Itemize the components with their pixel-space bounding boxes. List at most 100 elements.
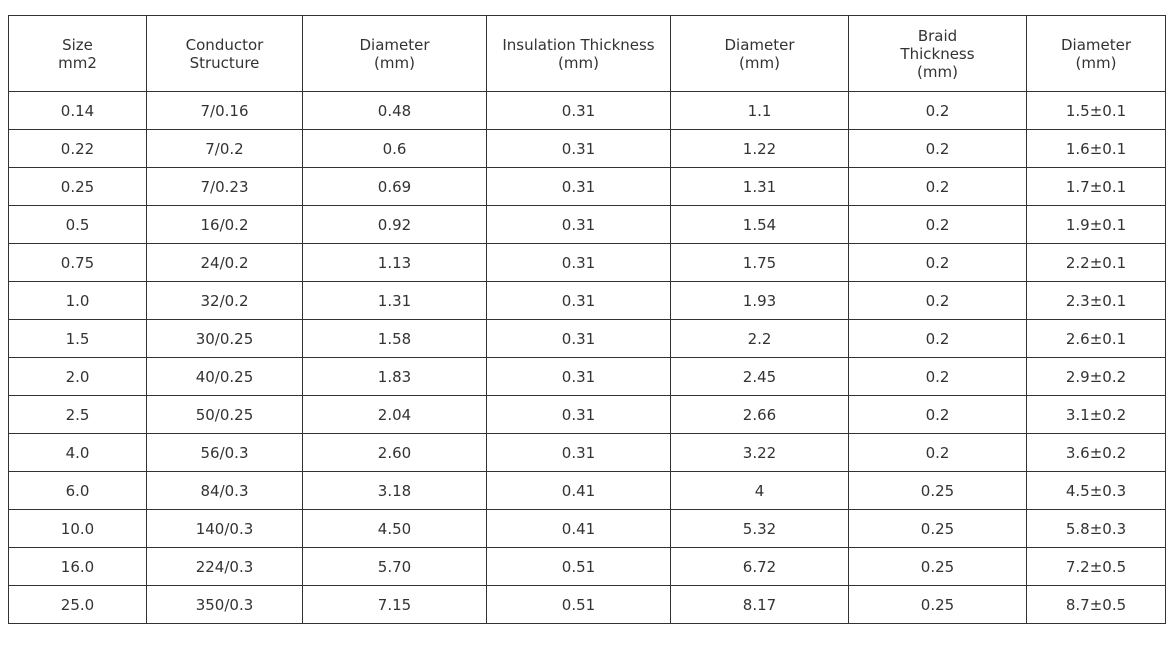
table-cell: 3.18 xyxy=(302,471,487,510)
table-cell: 0.31 xyxy=(486,167,671,206)
table-cell: 1.31 xyxy=(670,167,849,206)
table-cell: 2.2±0.1 xyxy=(1026,243,1166,282)
table-cell: 1.83 xyxy=(302,357,487,396)
table-header: Size mm2 Conductor Structure Diameter (mm) Ins… xyxy=(8,15,1166,92)
table-cell: 1.22 xyxy=(670,129,849,168)
table-cell: 7/0.16 xyxy=(146,91,303,130)
table-cell: 32/0.2 xyxy=(146,281,303,320)
header-row: Size mm2 Conductor Structure Diameter (mm) Ins… xyxy=(8,15,1166,92)
table-cell: 7.15 xyxy=(302,585,487,624)
table-cell: 2.04 xyxy=(302,395,487,434)
table-cell: 0.2 xyxy=(848,243,1027,282)
header-conductor-structure: Conductor Structure xyxy=(146,15,303,92)
table-cell: 8.7±0.5 xyxy=(1026,585,1166,624)
header-label-line: Insulation Thickness xyxy=(502,35,655,54)
table-cell: 0.2 xyxy=(848,357,1027,396)
table-cell: 4.50 xyxy=(302,509,487,548)
table-cell: 0.31 xyxy=(486,205,671,244)
table-cell: 2.9±0.2 xyxy=(1026,357,1166,396)
table-cell: 0.2 xyxy=(848,167,1027,206)
table-cell: 0.31 xyxy=(486,91,671,130)
table-cell: 25.0 xyxy=(8,585,147,624)
table-cell: 4 xyxy=(670,471,849,510)
table-cell: 0.5 xyxy=(8,205,147,244)
table-cell: 0.25 xyxy=(848,509,1027,548)
header-label-line: Size xyxy=(62,35,93,54)
table-cell: 5.70 xyxy=(302,547,487,586)
table-cell: 0.48 xyxy=(302,91,487,130)
header-insulation-thickness: Insulation Thickness (mm) xyxy=(486,15,671,92)
table-cell: 5.8±0.3 xyxy=(1026,509,1166,548)
header-label-line: (mm) xyxy=(374,53,415,72)
table-cell: 4.0 xyxy=(8,433,147,472)
table-cell: 1.5±0.1 xyxy=(1026,91,1166,130)
table-row: 1.5 30/0.25 1.58 0.31 2.2 0.2 2.6±0.1 xyxy=(8,319,1166,358)
table-cell: 1.1 xyxy=(670,91,849,130)
table-cell: 0.51 xyxy=(486,547,671,586)
header-label-line: Thickness xyxy=(900,44,975,63)
table-cell: 0.2 xyxy=(848,129,1027,168)
header-size: Size mm2 xyxy=(8,15,147,92)
table-cell: 140/0.3 xyxy=(146,509,303,548)
table-cell: 10.0 xyxy=(8,509,147,548)
table-row: 1.0 32/0.2 1.31 0.31 1.93 0.2 2.3±0.1 xyxy=(8,281,1166,320)
table-cell: 0.31 xyxy=(486,357,671,396)
table-cell: 6.72 xyxy=(670,547,849,586)
table-cell: 2.3±0.1 xyxy=(1026,281,1166,320)
table-cell: 7/0.2 xyxy=(146,129,303,168)
table-cell: 0.92 xyxy=(302,205,487,244)
table-cell: 1.9±0.1 xyxy=(1026,205,1166,244)
header-label-line: mm2 xyxy=(58,53,97,72)
table-cell: 1.0 xyxy=(8,281,147,320)
table-cell: 1.93 xyxy=(670,281,849,320)
header-conductor-diameter: Diameter (mm) xyxy=(302,15,487,92)
table-row: 10.0 140/0.3 4.50 0.41 5.32 0.25 5.8±0.3 xyxy=(8,509,1166,548)
table-cell: 0.2 xyxy=(848,205,1027,244)
table-cell: 1.58 xyxy=(302,319,487,358)
table-cell: 1.7±0.1 xyxy=(1026,167,1166,206)
table-cell: 2.45 xyxy=(670,357,849,396)
table-cell: 2.66 xyxy=(670,395,849,434)
header-label-line: (mm) xyxy=(739,53,780,72)
header-label-line: (mm) xyxy=(1075,53,1117,72)
table-cell: 0.25 xyxy=(848,471,1027,510)
table-cell: 0.25 xyxy=(8,167,147,206)
table-cell: 0.6 xyxy=(302,129,487,168)
table-cell: 16/0.2 xyxy=(146,205,303,244)
table-cell: 0.25 xyxy=(848,585,1027,624)
table-cell: 0.2 xyxy=(848,281,1027,320)
table-row: 2.5 50/0.25 2.04 0.31 2.66 0.2 3.1±0.2 xyxy=(8,395,1166,434)
table-cell: 0.41 xyxy=(486,509,671,548)
table-cell: 84/0.3 xyxy=(146,471,303,510)
table-cell: 7.2±0.5 xyxy=(1026,547,1166,586)
table-row: 16.0 224/0.3 5.70 0.51 6.72 0.25 7.2±0.5 xyxy=(8,547,1166,586)
table-cell: 30/0.25 xyxy=(146,319,303,358)
header-label-line: Structure xyxy=(189,53,260,72)
table-row: 0.14 7/0.16 0.48 0.31 1.1 0.2 1.5±0.1 xyxy=(8,91,1166,130)
header-label-line: Braid xyxy=(917,26,958,45)
table-cell: 50/0.25 xyxy=(146,395,303,434)
table-cell: 56/0.3 xyxy=(146,433,303,472)
table-cell: 1.5 xyxy=(8,319,147,358)
table-row: 6.0 84/0.3 3.18 0.41 4 0.25 4.5±0.3 xyxy=(8,471,1166,510)
table-row: 0.25 7/0.23 0.69 0.31 1.31 0.2 1.7±0.1 xyxy=(8,167,1166,206)
header-insulated-diameter: Diameter (mm) xyxy=(670,15,849,92)
table-cell: 2.0 xyxy=(8,357,147,396)
header-label-line: Diameter xyxy=(1060,35,1132,54)
table-cell: 4.5±0.3 xyxy=(1026,471,1166,510)
table-cell: 8.17 xyxy=(670,585,849,624)
table-cell: 40/0.25 xyxy=(146,357,303,396)
table-cell: 0.69 xyxy=(302,167,487,206)
table-cell: 0.31 xyxy=(486,319,671,358)
header-label-line: (mm) xyxy=(917,62,958,81)
table-row: 0.22 7/0.2 0.6 0.31 1.22 0.2 1.6±0.1 xyxy=(8,129,1166,168)
table-cell: 3.6±0.2 xyxy=(1026,433,1166,472)
cable-spec-table: Size mm2 Conductor Structure Diameter (mm) Ins… xyxy=(8,15,1166,624)
table-cell: 0.51 xyxy=(486,585,671,624)
table-cell: 0.2 xyxy=(848,319,1027,358)
table-cell: 2.6±0.1 xyxy=(1026,319,1166,358)
table-cell: 0.22 xyxy=(8,129,147,168)
table-cell: 0.31 xyxy=(486,281,671,320)
table-cell: 1.13 xyxy=(302,243,487,282)
table-cell: 1.75 xyxy=(670,243,849,282)
